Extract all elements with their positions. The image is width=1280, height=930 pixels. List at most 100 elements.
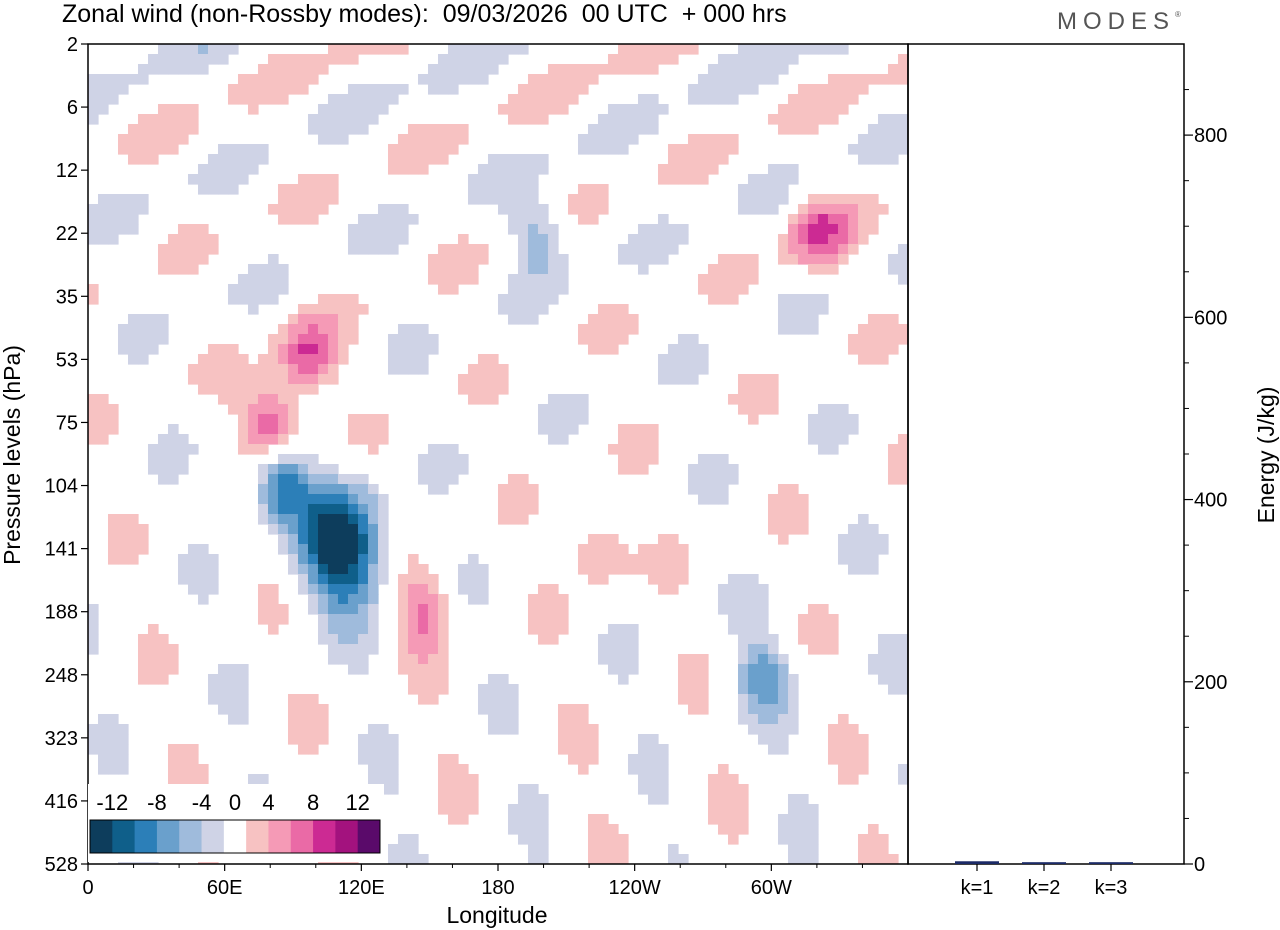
heatmap-cell [648, 734, 659, 745]
heatmap-cell [358, 584, 369, 595]
heatmap-cell [878, 134, 889, 145]
y-tick-label: 528 [45, 854, 78, 876]
heatmap-cell [438, 474, 449, 485]
heatmap-cell [318, 484, 329, 495]
heatmap-cell [758, 44, 769, 55]
heatmap-cell [488, 174, 499, 185]
heatmap-cell [788, 304, 799, 315]
heatmap-cell [208, 154, 219, 165]
heatmap-cell [178, 44, 189, 55]
heatmap-cell [808, 194, 819, 205]
heatmap-cell [748, 614, 759, 625]
heatmap-cell [258, 364, 269, 375]
heatmap-cell [358, 474, 369, 485]
heatmap-cell [468, 194, 479, 205]
heatmap-cell [318, 194, 329, 205]
heatmap-cell [778, 494, 789, 505]
heatmap-cell [358, 624, 369, 635]
heatmap-cell [688, 484, 699, 495]
heatmap-cell [798, 824, 809, 835]
heatmap-cell [758, 384, 769, 395]
heatmap-cell [348, 244, 359, 255]
heatmap-cell [188, 554, 199, 565]
heatmap-cell [108, 194, 119, 205]
heatmap-cell [368, 234, 379, 245]
heatmap-cell [888, 444, 899, 455]
heatmap-cell [408, 834, 419, 845]
heatmap-cell [378, 564, 389, 575]
heatmap-cell [438, 144, 449, 155]
heatmap-cell [378, 214, 389, 225]
heatmap-cell [468, 274, 479, 285]
heatmap-cell [828, 644, 839, 655]
heatmap-cell [378, 424, 389, 435]
heatmap-cell [528, 214, 539, 225]
heatmap-cell [598, 644, 609, 655]
heatmap-cell [208, 584, 219, 595]
heatmap-cell [508, 184, 519, 195]
heatmap-cell [228, 674, 239, 685]
heatmap-cell [308, 744, 319, 755]
heatmap-cell [618, 334, 629, 345]
heatmap-cell [798, 624, 809, 635]
heatmap-cell [858, 84, 869, 95]
heatmap-cell [178, 134, 189, 145]
heatmap-cell [608, 104, 619, 115]
heatmap-cell [228, 394, 239, 405]
heatmap-cell [188, 564, 199, 575]
heatmap-cell [108, 234, 119, 245]
heatmap-cell [318, 514, 329, 525]
heatmap-cell [448, 274, 459, 285]
heatmap-cell [148, 154, 159, 165]
heatmap-cell [218, 174, 229, 185]
heatmap-cell [348, 334, 359, 345]
heatmap-cell [418, 334, 429, 345]
heatmap-cell [248, 774, 259, 785]
heatmap-cell [108, 754, 119, 765]
heatmap-cell [478, 354, 489, 365]
heatmap-cell [708, 774, 719, 785]
heatmap-cell [858, 154, 869, 165]
heatmap-cell [148, 114, 159, 125]
heatmap-cell [598, 574, 609, 585]
heatmap-cell [708, 74, 719, 85]
heatmap-cell [458, 584, 469, 595]
heatmap-cell [528, 314, 539, 325]
heatmap-cell [788, 114, 799, 125]
heatmap-cell [498, 494, 509, 505]
heatmap-cell [628, 444, 639, 455]
heatmap-cell [368, 614, 379, 625]
heatmap-cell [298, 504, 309, 515]
heatmap-cell [228, 384, 239, 395]
heatmap-cell [248, 264, 259, 275]
heatmap-cell [418, 594, 429, 605]
heatmap-cell [238, 394, 249, 405]
heatmap-cell [428, 144, 439, 155]
heatmap-cell [238, 354, 249, 365]
heatmap-cell [788, 104, 799, 115]
heatmap-cell [248, 74, 259, 85]
heatmap-cell [528, 614, 539, 625]
heatmap-cell [188, 774, 199, 785]
heatmap-cell [558, 74, 569, 85]
heatmap-cell [328, 654, 339, 665]
heatmap-cell [738, 194, 749, 205]
heatmap-cell [868, 124, 879, 135]
heatmap-cell [168, 114, 179, 125]
heatmap-cell [358, 494, 369, 505]
heatmap-cell [308, 594, 319, 605]
heatmap-cell [388, 734, 399, 745]
heatmap-cell [348, 234, 359, 245]
heatmap-cell [158, 334, 169, 345]
heatmap-cell [418, 324, 429, 335]
heatmap-cell [678, 234, 689, 245]
heatmap-cell [798, 224, 809, 235]
heatmap-cell [318, 574, 329, 585]
heatmap-cell [558, 704, 569, 715]
heatmap-cell [818, 234, 829, 245]
heatmap-cell [618, 434, 629, 445]
heatmap-cell [218, 694, 229, 705]
heatmap-cell [148, 324, 159, 335]
heatmap-cell [178, 234, 189, 245]
heatmap-cell [618, 634, 629, 645]
